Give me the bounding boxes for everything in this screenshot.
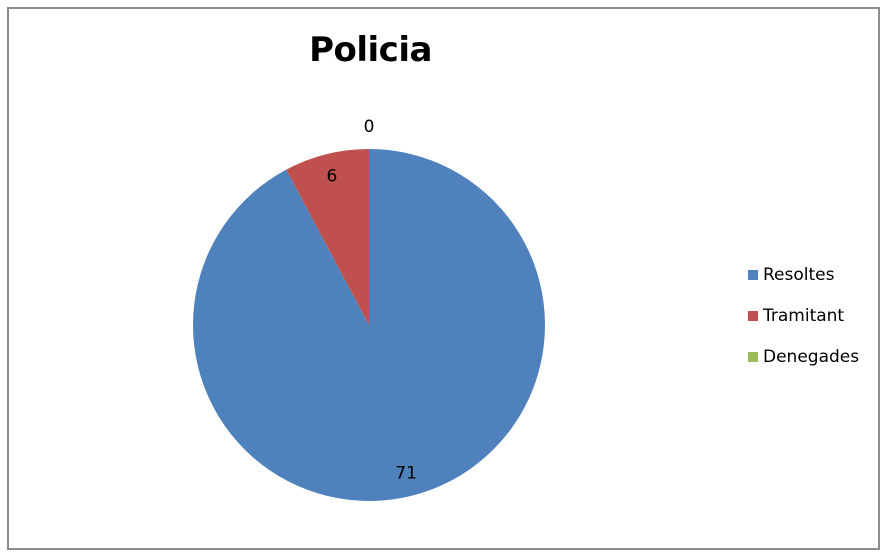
data-label-denegades: 0 (364, 117, 375, 137)
legend-item-tramitant: Tramitant (748, 305, 859, 326)
legend-swatch-tramitant (748, 310, 758, 321)
chart-title: Policia (309, 30, 432, 70)
legend-label-tramitant: Tramitant (763, 305, 845, 326)
legend-label-denegades: Denegades (763, 346, 860, 367)
pie-slice-tramitant (286, 149, 369, 325)
legend-item-resoltes: Resoltes (748, 264, 859, 285)
legend-label-resoltes: Resoltes (763, 264, 835, 285)
legend-item-denegades: Denegades (748, 346, 860, 367)
chart-legend: Resoltes Tramitant Denegades (748, 264, 860, 389)
legend-swatch-denegades (748, 351, 758, 362)
data-label-resoltes: 71 (395, 464, 417, 484)
legend-swatch-resoltes (748, 269, 758, 280)
data-label-tramitant: 6 (326, 166, 337, 186)
